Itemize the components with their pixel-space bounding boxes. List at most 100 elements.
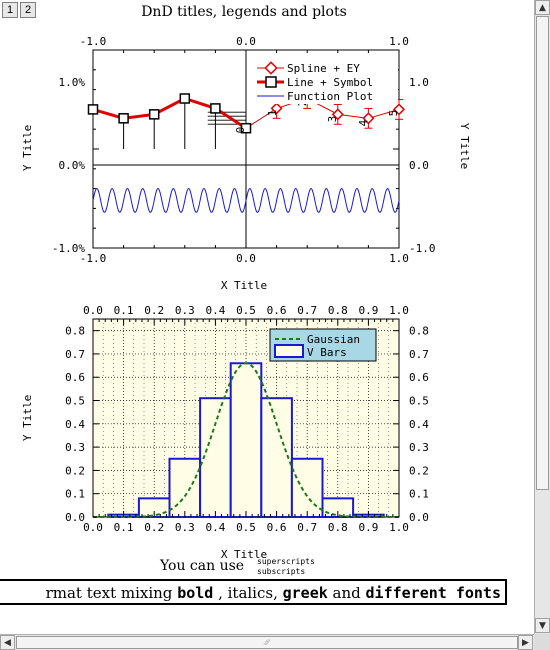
annotation-superscript: superscripts	[257, 557, 315, 566]
bottom-y-tick-label: 0.6	[65, 371, 85, 384]
text-part-1: rmat text mixing	[45, 584, 178, 602]
bottom-x-tick-label: 0.5	[236, 521, 256, 534]
bottom-plot-tick-labels: 0.0 0.0 0.1 0.1 0.2 0.2 0.3 0.3 0.4 0.4 0.5 0.5 0.6 0…	[65, 304, 429, 534]
bottom-x-tick-label: 0.9	[358, 521, 378, 534]
top-y-axis-title-left: Y Title	[21, 125, 34, 171]
text-part-3: and	[327, 584, 366, 602]
tab-1[interactable]: 1	[2, 2, 18, 18]
bottom-x-tick-label: 0.0	[83, 521, 103, 534]
top-x-axis-title: X Title	[221, 279, 267, 292]
bottom-x-tick-label: 0.3	[175, 521, 195, 534]
top-y-right-tick-label: 0.0	[409, 159, 429, 172]
top-plot-ticks	[92, 49, 400, 249]
bottom-x-tick-label: 0.7	[297, 304, 317, 317]
bottom-y-tick-label: 0.0	[409, 511, 429, 524]
bottom-y-tick-label: 0.1	[409, 488, 429, 501]
bottom-legend[interactable]: Gaussian V Bars	[269, 328, 377, 362]
bottom-x-tick-label: 0.1	[114, 304, 134, 317]
gaussian-line	[93, 362, 399, 518]
vertical-scrollbar[interactable]: ▲ ▼	[534, 0, 550, 634]
square-marker	[210, 103, 221, 114]
bottom-x-tick-label: 0.9	[358, 304, 378, 317]
chart-canvas: DnD titles, legends and plots -1.0 0.0 1…	[21, 4, 471, 576]
bottom-y-tick-label: 0.8	[65, 325, 85, 338]
top-x-tick-label: 0.0	[236, 35, 256, 48]
bottom-y-tick-label: 0.8	[409, 325, 429, 338]
square-marker	[179, 93, 191, 104]
bottom-y-tick-label: 0.4	[409, 418, 429, 431]
bottom-y-tick-label: 0.3	[409, 441, 429, 454]
bottom-y-tick-label: 0.5	[65, 395, 85, 408]
top-x-tick-label: 0.0	[236, 252, 256, 265]
point-label: 1	[266, 110, 279, 117]
horizontal-scroll-thumb[interactable]: ⁄⁄⁄	[16, 636, 518, 649]
legend-spline-label: Spline + EY	[287, 62, 360, 75]
bottom-y-tick-label: 0.7	[409, 348, 429, 361]
tab-2[interactable]: 2	[20, 2, 36, 18]
legend-gaussian-label: Gaussian	[307, 333, 360, 346]
top-x-tick-label: -1.0	[80, 252, 107, 265]
point-label: 0	[234, 127, 247, 134]
bottom-x-tick-label: 0.1	[114, 521, 134, 534]
spline-line	[245, 97, 400, 129]
bar	[290, 457, 324, 519]
bottom-plot-ticks	[92, 319, 400, 518]
text-bold: bold	[177, 584, 214, 602]
legend-vbars-swatch	[274, 344, 304, 358]
point-label: 5	[387, 110, 400, 117]
bottom-y-tick-label: 0.1	[65, 488, 85, 501]
vertical-scroll-thumb[interactable]	[536, 16, 549, 490]
bottom-x-tick-label: 0.2	[144, 521, 164, 534]
bottom-y-axis-title: Y Title	[21, 395, 34, 441]
top-y-left-tick-label: 0.0%	[59, 159, 86, 172]
bottom-x-tick-label: 0.7	[297, 521, 317, 534]
top-plot: -1.0 0.0 1.0 -1.0 0.0 1.0 1.0% 0.0% -1.0…	[21, 35, 471, 292]
square-marker	[148, 109, 160, 120]
point-label: 3	[326, 116, 339, 123]
top-legend[interactable]: Spline + EY Line + Symbol Function Plot	[252, 58, 398, 104]
bottom-x-tick-label: 0.3	[175, 304, 195, 317]
bottom-x-tick-label: 0.5	[236, 304, 256, 317]
legend-spline-marker	[264, 61, 278, 75]
canvas-tabs: 1 2	[2, 2, 36, 18]
legend-line-symbol-label: Line + Symbol	[287, 76, 373, 89]
bottom-y-tick-label: 0.6	[409, 371, 429, 384]
rich-text-box: rmat text mixing bold , italics, greek a…	[0, 579, 507, 605]
square-marker	[87, 104, 99, 115]
top-y-right-tick-label: 1.0	[409, 76, 429, 89]
line-symbol-markers	[87, 93, 252, 134]
bottom-x-tick-label: 0.2	[144, 304, 164, 317]
scroll-down-icon[interactable]: ▼	[535, 618, 550, 633]
bottom-y-tick-label: 0.3	[65, 441, 85, 454]
script-annotation: You can use superscripts subscripts	[159, 557, 315, 576]
square-marker	[118, 113, 129, 124]
legend-function-label: Function Plot	[287, 90, 373, 103]
bar	[168, 457, 202, 519]
text-greek: greek	[282, 584, 328, 602]
legend-vbars-label: V Bars	[307, 346, 347, 359]
bottom-x-tick-label: 0.8	[328, 521, 348, 534]
scroll-left-icon[interactable]: ◀	[0, 635, 15, 650]
bottom-x-tick-label: 0.0	[83, 304, 103, 317]
diamond-marker	[270, 102, 283, 115]
bottom-x-tick-label: 0.6	[267, 304, 287, 317]
annotation-subscript: subscripts	[257, 567, 305, 576]
bottom-y-tick-label: 0.5	[409, 395, 429, 408]
diamond-marker	[392, 103, 406, 116]
point-label: 4	[357, 119, 370, 126]
top-x-tick-label: -1.0	[80, 35, 107, 48]
top-y-left-tick-label: -1.0%	[52, 242, 85, 255]
scroll-corner	[534, 634, 550, 650]
top-x-tick-label: 1.0	[389, 35, 409, 48]
scroll-right-icon[interactable]: ▶	[518, 635, 533, 650]
scroll-up-icon[interactable]: ▲	[535, 0, 550, 15]
diamond-marker	[331, 108, 344, 121]
horizontal-scrollbar[interactable]: ◀ ⁄⁄⁄ ▶	[0, 634, 534, 650]
rich-text-line: rmat text mixing bold , italics, greek a…	[46, 584, 501, 602]
top-y-right-tick-label: -1.0	[409, 242, 436, 255]
bottom-x-tick-label: 0.8	[328, 304, 348, 317]
annotation-prefix: You can use	[159, 558, 244, 574]
top-x-tick-label: 1.0	[389, 252, 409, 265]
bottom-x-tick-label: 0.4	[205, 521, 225, 534]
bottom-x-tick-label: 1.0	[389, 304, 409, 317]
